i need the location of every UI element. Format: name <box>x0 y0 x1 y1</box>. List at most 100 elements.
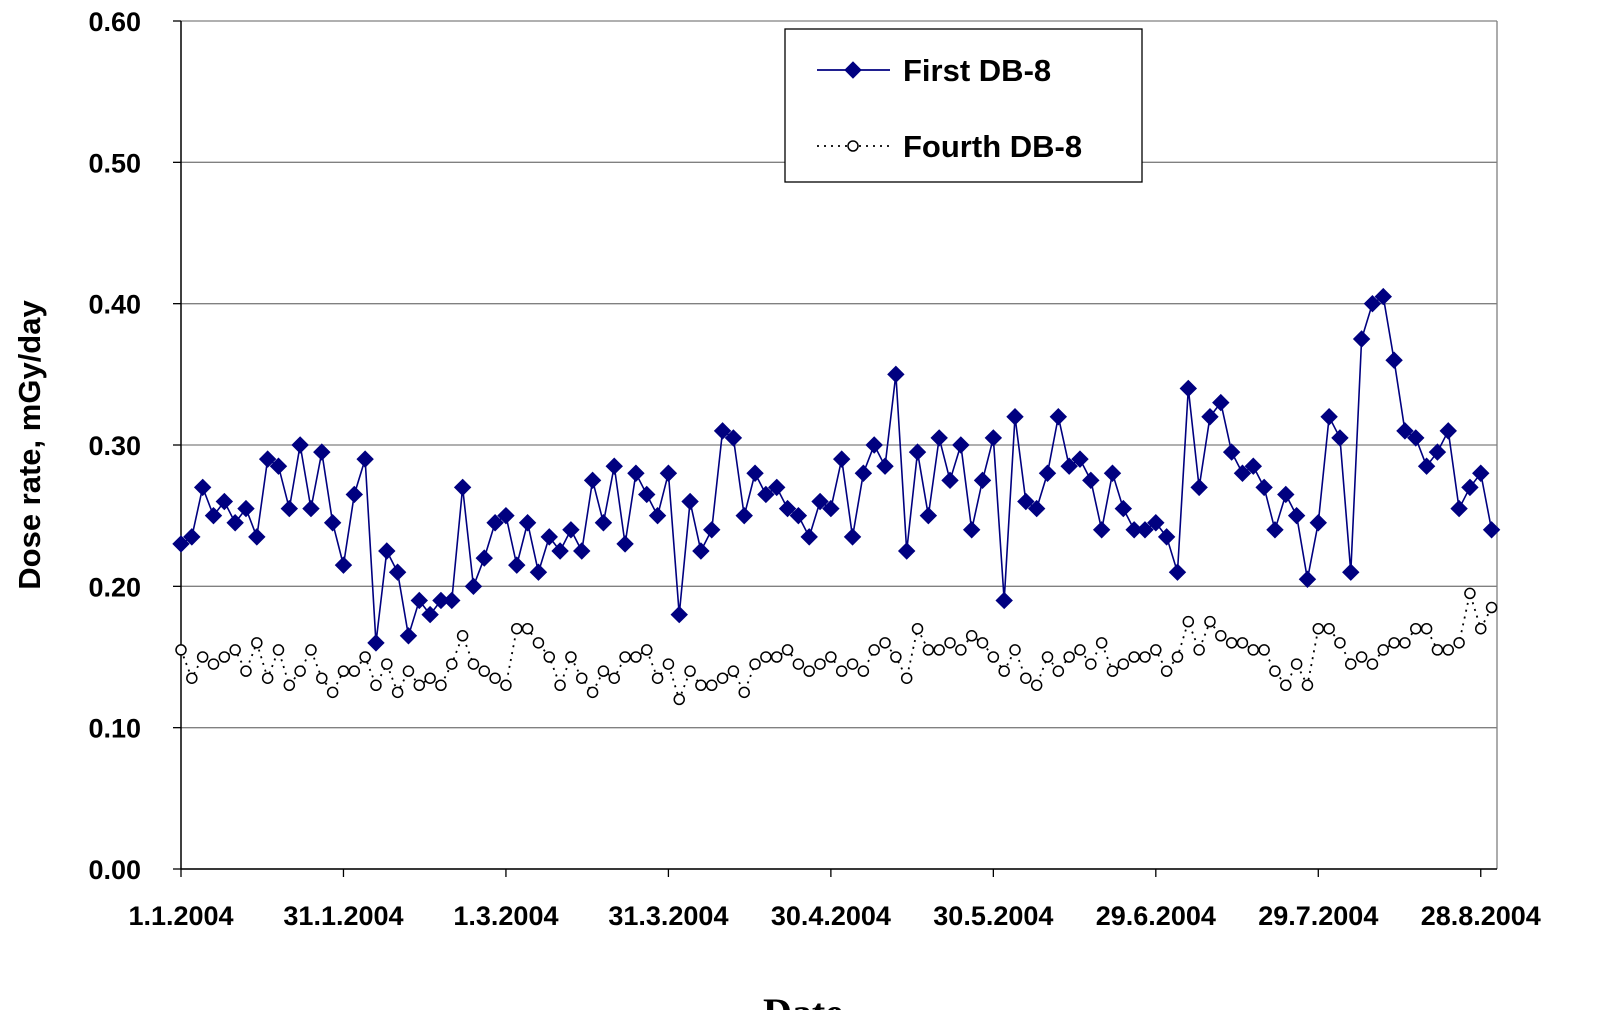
data-point <box>727 665 740 677</box>
data-point <box>576 672 588 684</box>
legend-marker <box>844 61 862 79</box>
data-point <box>443 591 461 610</box>
data-point <box>1309 514 1327 532</box>
data-point <box>1320 408 1338 426</box>
data-point <box>1038 464 1057 482</box>
data-point <box>345 485 364 504</box>
data-point <box>768 478 786 497</box>
data-point <box>207 658 220 670</box>
data-point <box>1136 521 1154 539</box>
data-point <box>846 658 859 670</box>
data-point <box>716 672 729 684</box>
data-point <box>811 492 829 511</box>
data-point <box>356 450 374 468</box>
data-point <box>1027 499 1046 518</box>
data-point <box>662 658 675 670</box>
data-point <box>627 464 645 482</box>
data-point <box>1472 464 1490 482</box>
data-point <box>1461 478 1479 497</box>
data-point <box>388 563 407 581</box>
data-point <box>825 651 837 663</box>
data-point <box>573 542 591 560</box>
data-point <box>695 679 707 692</box>
data-point <box>1236 637 1249 649</box>
data-point <box>240 665 252 677</box>
data-point <box>778 499 797 518</box>
data-point <box>1485 601 1498 614</box>
data-point <box>291 436 309 454</box>
data-point <box>1168 563 1187 581</box>
x-axis-title: Date <box>763 990 843 1010</box>
data-point <box>659 464 678 482</box>
data-point <box>183 528 201 546</box>
data-point <box>1193 644 1205 656</box>
legend-marker <box>847 140 859 152</box>
data-point <box>1225 637 1238 649</box>
data-point <box>630 651 642 663</box>
data-point <box>1385 351 1403 369</box>
data-point <box>370 679 382 692</box>
data-point <box>1388 637 1400 649</box>
data-point <box>1366 658 1379 670</box>
data-point <box>789 506 808 525</box>
data-point <box>1298 570 1317 588</box>
data-point <box>248 528 266 546</box>
data-point <box>348 665 361 677</box>
data-point <box>1431 644 1444 656</box>
data-point <box>1117 658 1130 670</box>
data-point <box>326 686 339 699</box>
data-point <box>962 521 981 539</box>
data-point <box>1171 651 1184 663</box>
data-point <box>857 665 870 677</box>
data-point <box>1396 422 1414 440</box>
data-point <box>554 679 566 692</box>
data-point <box>1147 514 1165 532</box>
data-point <box>1323 622 1335 635</box>
data-point <box>681 492 699 511</box>
data-point <box>833 450 851 468</box>
data-point <box>1247 644 1260 656</box>
data-point <box>294 665 306 677</box>
data-point <box>475 549 493 567</box>
data-point <box>1182 615 1195 628</box>
data-point <box>399 627 418 645</box>
legend-label: Fourth DB-8 <box>903 129 1082 164</box>
data-point <box>229 644 241 656</box>
data-point <box>1342 563 1360 581</box>
data-point <box>1103 464 1122 482</box>
data-point <box>453 478 472 497</box>
data-point <box>1280 679 1292 692</box>
data-point <box>313 443 331 461</box>
data-point <box>814 658 826 670</box>
data-point <box>1201 408 1219 426</box>
data-point <box>995 591 1013 610</box>
data-point <box>1049 408 1068 426</box>
data-point <box>204 506 223 525</box>
data-point <box>424 672 436 684</box>
x-tick-label: 28.8.2004 <box>1421 901 1541 931</box>
data-point <box>251 637 263 649</box>
data-point <box>1160 665 1173 677</box>
y-tick-label: 0.50 <box>88 148 141 178</box>
data-point <box>1255 478 1273 497</box>
data-point <box>562 521 580 539</box>
data-point <box>640 644 653 656</box>
x-tick-label: 1.3.2004 <box>453 901 558 931</box>
data-point <box>511 622 523 635</box>
data-point <box>1258 644 1270 656</box>
data-point <box>897 542 916 560</box>
data-point <box>334 556 353 574</box>
x-tick-label: 1.1.2004 <box>128 901 233 931</box>
data-point <box>1052 665 1065 677</box>
data-point <box>1439 422 1457 440</box>
data-point <box>1030 679 1043 692</box>
data-point <box>1157 528 1176 546</box>
y-tick-label: 0.00 <box>88 855 141 885</box>
data-point <box>486 514 504 532</box>
data-point <box>757 485 775 504</box>
data-point <box>583 471 602 490</box>
data-point <box>1482 521 1501 539</box>
data-point <box>551 542 569 560</box>
data-point <box>1106 665 1119 677</box>
data-point <box>919 506 938 525</box>
